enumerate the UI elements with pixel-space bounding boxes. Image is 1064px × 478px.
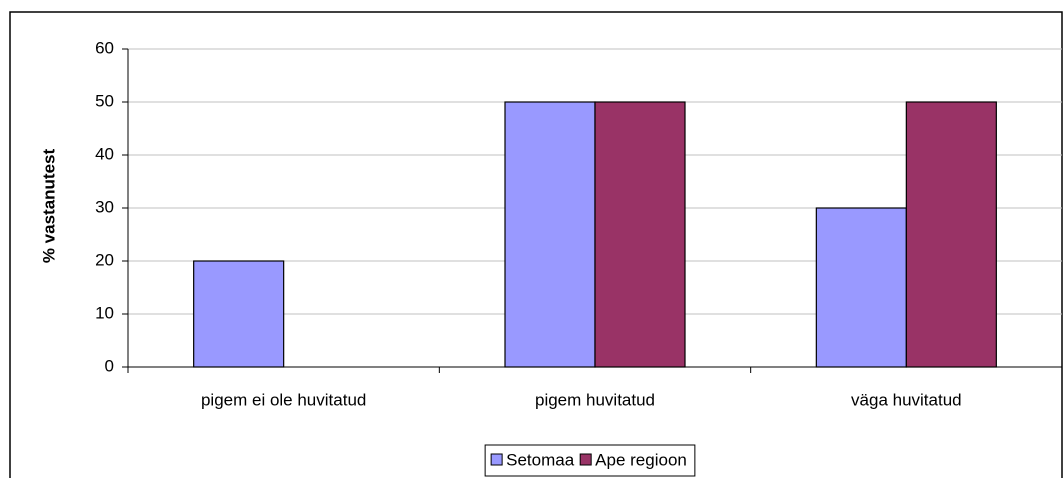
legend: Setomaa Ape regioon [484, 444, 696, 477]
y-tick-label: 50 [95, 91, 114, 110]
legend-label: Setomaa [506, 450, 575, 469]
y-tick-label: 20 [95, 250, 114, 269]
y-tick-label: 0 [105, 356, 114, 375]
legend-swatch [579, 453, 592, 466]
bar [594, 101, 686, 368]
bar [193, 260, 285, 368]
bar [815, 207, 907, 368]
y-tick-label: 30 [95, 197, 114, 216]
legend-label: Ape regioon [595, 450, 687, 469]
y-axis-label: % vastanutest [39, 149, 58, 264]
bar [905, 101, 997, 368]
y-tick-label: 40 [95, 144, 114, 163]
y-tick-label: 10 [95, 303, 114, 322]
y-tick-label: 60 [95, 38, 114, 57]
bar [504, 101, 596, 368]
legend-swatch [490, 453, 503, 466]
x-tick-label: väga huvitatud [851, 390, 962, 409]
x-tick-label: pigem huvitatud [535, 390, 655, 409]
x-tick-label: pigem ei ole huvitatud [201, 390, 366, 409]
